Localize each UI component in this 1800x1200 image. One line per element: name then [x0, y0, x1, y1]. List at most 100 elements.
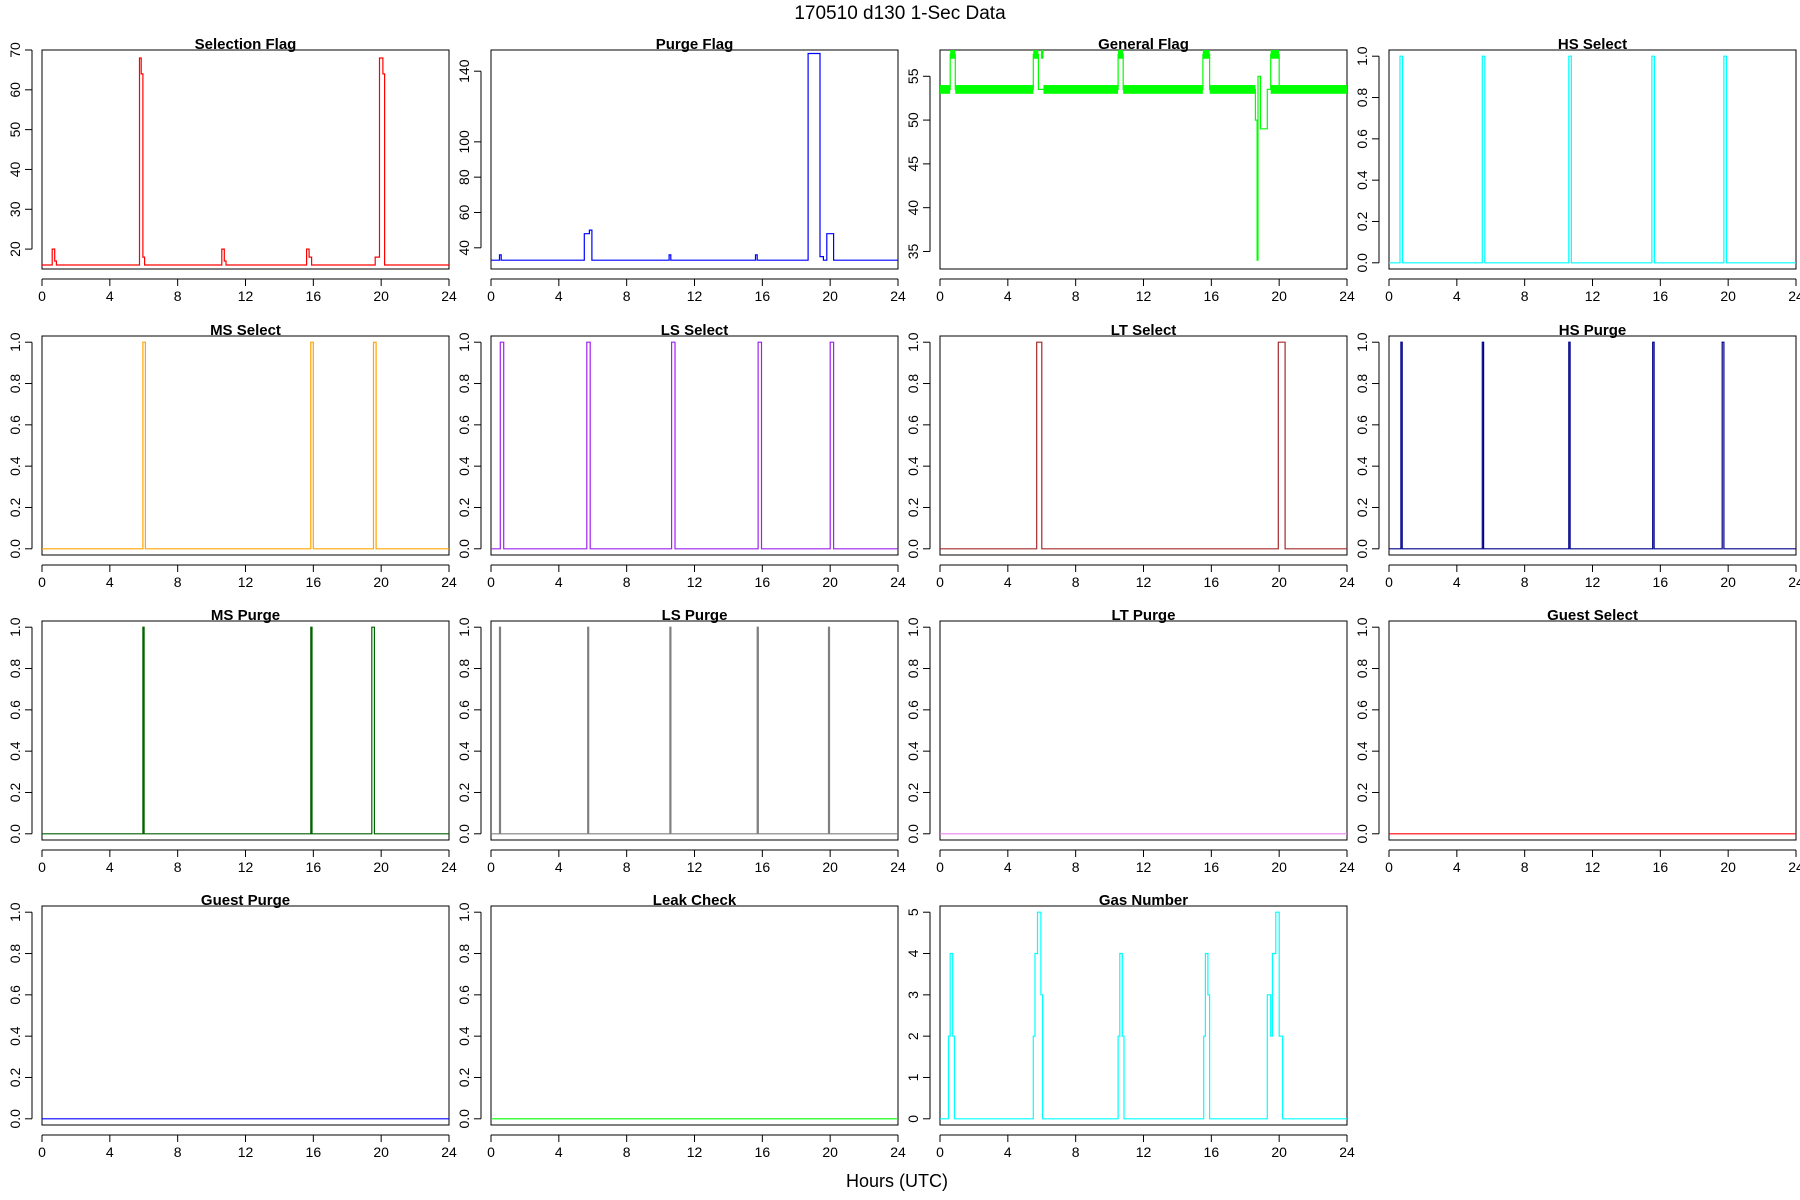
- y-tick-label: 2: [905, 1032, 921, 1040]
- y-tick-label: 0.2: [905, 498, 921, 518]
- band-segment: [1209, 85, 1256, 94]
- x-axis: 0 4 8 12 16 20 24: [1385, 849, 1800, 875]
- y-tick-label: 0.8: [7, 944, 23, 964]
- y-tick-label: 0.0: [1354, 539, 1370, 559]
- panel-purge-flag: Purge Flag 0 4 8 12 16 20 24 40 60 80 100 140: [456, 36, 906, 304]
- x-tick-label: 8: [1521, 859, 1529, 875]
- y-tick-label: 0.0: [905, 539, 921, 559]
- panel-title: Leak Check: [653, 892, 737, 909]
- y-tick-label: 0.4: [456, 741, 472, 761]
- x-tick-label: 8: [623, 859, 631, 875]
- x-tick-label: 0: [38, 574, 46, 590]
- y-tick-label: 0.0: [905, 824, 921, 844]
- panel-title: HS Select: [1558, 36, 1627, 53]
- x-tick-label: 24: [890, 1144, 906, 1160]
- y-tick-label: 0.8: [1354, 88, 1370, 108]
- y-tick-label: 40: [7, 161, 23, 177]
- x-tick-label: 16: [306, 859, 322, 875]
- x-tick-label: 4: [106, 574, 114, 590]
- y-axis: 0.0 0.2 0.4 0.6 0.8 1.0: [7, 617, 33, 844]
- x-axis: 0 4 8 12 16 20 24: [38, 564, 457, 590]
- y-tick-label: 0.0: [1354, 253, 1370, 273]
- y-tick-label: 0.6: [7, 415, 23, 435]
- y-tick-label: 0.0: [7, 824, 23, 844]
- y-tick-label: 1.0: [7, 617, 23, 637]
- x-tick-label: 16: [1653, 288, 1669, 304]
- x-tick-label: 24: [1788, 859, 1800, 875]
- y-tick-label: 20: [7, 241, 23, 257]
- y-tick-label: 1: [905, 1073, 921, 1081]
- x-axis-label: Hours (UTC): [846, 1171, 948, 1191]
- x-tick-label: 20: [822, 574, 838, 590]
- plot-frame: [1388, 620, 1797, 841]
- y-tick-label: 1.0: [1354, 46, 1370, 66]
- panel-guest-select: Guest Select 0 4 8 12 16 20 24 0.0 0.2 0.4 0.6 0.8 1.…: [1354, 607, 1800, 875]
- x-tick-label: 16: [755, 574, 771, 590]
- y-tick-label: 0.6: [1354, 700, 1370, 720]
- band-peak: [1033, 50, 1039, 59]
- x-tick-label: 12: [1136, 859, 1152, 875]
- x-tick-label: 12: [1585, 859, 1601, 875]
- y-tick-label: 0.2: [456, 1068, 472, 1088]
- x-tick-label: 8: [174, 1144, 182, 1160]
- series-line: [42, 626, 449, 835]
- panel-title: LT Select: [1111, 322, 1177, 339]
- x-tick-label: 12: [1136, 574, 1152, 590]
- x-axis: 0 4 8 12 16 20 24: [487, 278, 906, 304]
- y-axis: 20 30 40 50 60 70: [7, 42, 33, 257]
- x-tick-label: 24: [890, 574, 906, 590]
- x-tick-label: 8: [1072, 288, 1080, 304]
- panel-lt-select: LT Select 0 4 8 12 16 20 24 0.0 0.2 0.4 0.6 0.8 1.0: [905, 322, 1355, 590]
- y-tick-label: 5: [905, 908, 921, 916]
- band-peak: [950, 50, 956, 59]
- x-tick-label: 0: [487, 574, 495, 590]
- x-tick-label: 8: [1521, 574, 1529, 590]
- y-tick-label: 0.8: [7, 659, 23, 679]
- x-tick-label: 12: [1136, 1144, 1152, 1160]
- x-tick-label: 0: [1385, 859, 1393, 875]
- y-tick-label: 55: [905, 68, 921, 84]
- y-axis: 0.0 0.2 0.4 0.6 0.8 1.0: [1354, 617, 1380, 844]
- x-tick-label: 24: [1788, 574, 1800, 590]
- panel-ms-select: MS Select 0 4 8 12 16 20 24 0.0 0.2 0.4 0.6 0.8 1.0: [7, 322, 457, 590]
- y-tick-label: 0.4: [905, 456, 921, 476]
- y-tick-label: 35: [905, 243, 921, 259]
- x-tick-label: 4: [1453, 859, 1461, 875]
- y-tick-label: 0.4: [7, 741, 23, 761]
- x-tick-label: 24: [1339, 288, 1355, 304]
- y-axis: 0.0 0.2 0.4 0.6 0.8 1.0: [1354, 46, 1380, 273]
- x-axis: 0 4 8 12 16 20 24: [936, 1134, 1355, 1160]
- x-tick-label: 0: [38, 859, 46, 875]
- y-tick-label: 1.0: [456, 332, 472, 352]
- x-tick-label: 24: [441, 1144, 457, 1160]
- x-tick-label: 24: [441, 574, 457, 590]
- y-axis: 0.0 0.2 0.4 0.6 0.8 1.0: [456, 902, 482, 1129]
- x-axis: 0 4 8 12 16 20 24: [1385, 278, 1800, 304]
- y-tick-label: 40: [905, 200, 921, 216]
- y-tick-label: 0.4: [905, 741, 921, 761]
- series-line: [491, 52, 898, 261]
- y-tick-label: 0.6: [1354, 129, 1370, 149]
- plot-frame: [1388, 335, 1797, 556]
- panel-selection-flag: Selection Flag 0 4 8 12 16 20 24 20 30 40 50 60 70: [7, 36, 457, 304]
- y-tick-label: 0.0: [456, 1109, 472, 1129]
- band-peak: [1040, 50, 1044, 59]
- panel-lt-purge: LT Purge 0 4 8 12 16 20 24 0.0 0.2 0.4 0.6 0.8 1.0: [905, 607, 1355, 875]
- y-tick-label: 0.0: [1354, 824, 1370, 844]
- band-segment: [940, 85, 951, 94]
- plot-frame: [41, 49, 450, 270]
- figure-title: 170510 d130 1-Sec Data: [794, 3, 1006, 24]
- y-tick-label: 0.6: [456, 985, 472, 1005]
- y-tick-label: 0.2: [1354, 783, 1370, 803]
- plot-frame: [490, 335, 899, 556]
- series-line: [1389, 341, 1796, 550]
- x-axis: 0 4 8 12 16 20 24: [936, 564, 1355, 590]
- panel-title: Gas Number: [1099, 892, 1188, 909]
- band-peak: [1118, 50, 1124, 59]
- plot-frame: [1388, 49, 1797, 270]
- panel-ls-select: LS Select 0 4 8 12 16 20 24 0.0 0.2 0.4 0.6 0.8 1.0: [456, 322, 906, 590]
- y-tick-label: 0.2: [456, 783, 472, 803]
